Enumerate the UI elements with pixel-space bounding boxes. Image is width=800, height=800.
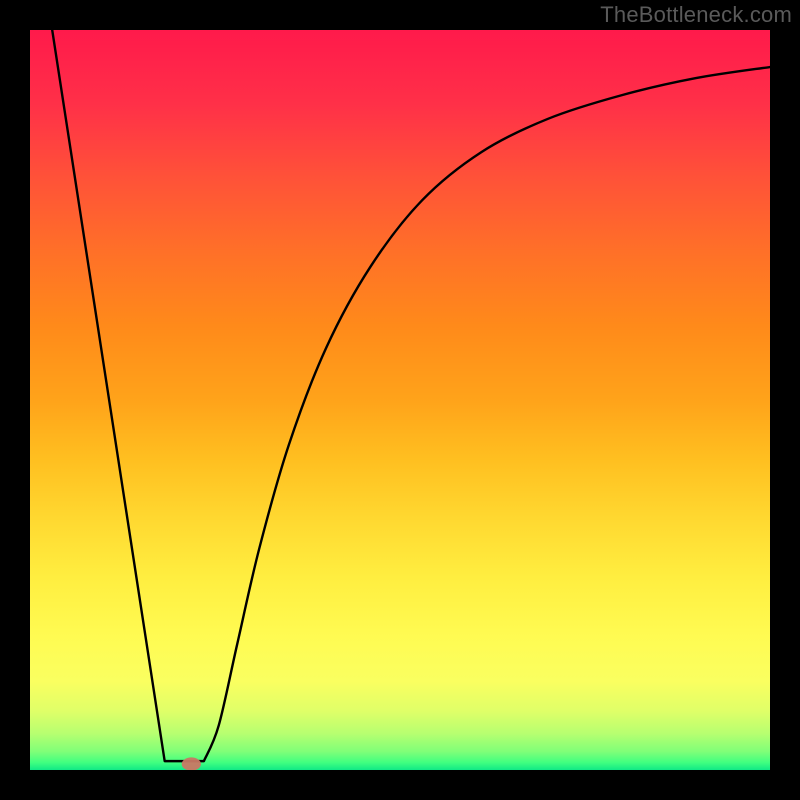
chart-root: TheBottleneck.com bbox=[0, 0, 800, 800]
optimum-marker bbox=[182, 757, 201, 770]
watermark-text: TheBottleneck.com bbox=[600, 2, 792, 28]
plot-background bbox=[30, 30, 770, 770]
bottleneck-chart bbox=[0, 0, 800, 800]
